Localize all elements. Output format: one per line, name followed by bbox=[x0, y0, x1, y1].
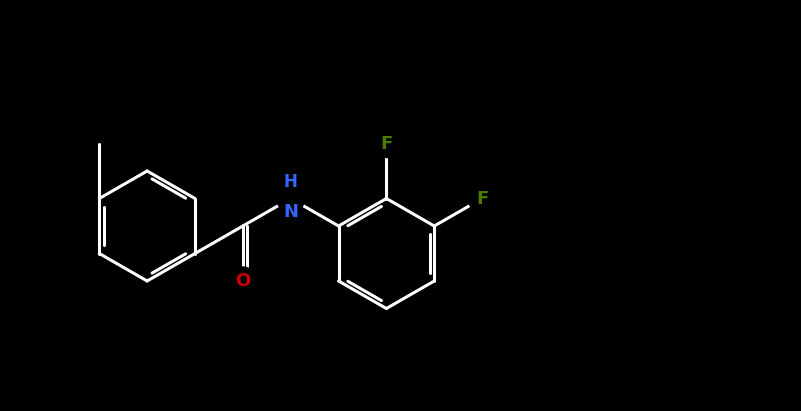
Text: O: O bbox=[235, 272, 251, 290]
Circle shape bbox=[229, 267, 257, 295]
Circle shape bbox=[276, 185, 304, 212]
Circle shape bbox=[372, 129, 400, 157]
Text: N: N bbox=[284, 203, 298, 220]
Circle shape bbox=[468, 185, 496, 212]
Text: F: F bbox=[380, 134, 392, 152]
Text: F: F bbox=[476, 189, 489, 208]
Text: H: H bbox=[284, 173, 298, 191]
